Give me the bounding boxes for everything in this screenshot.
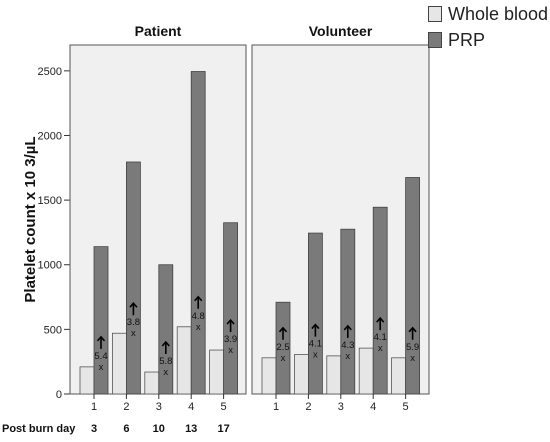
fold-x-label: x — [410, 353, 415, 364]
x-tick-label: 1 — [273, 401, 279, 413]
fold-increase-label: 4.8 — [192, 311, 205, 322]
panel-title: Patient — [135, 23, 182, 39]
post-burn-day-value: 6 — [123, 423, 129, 435]
fold-x-label: x — [228, 345, 233, 356]
x-tick-label: 1 — [91, 401, 97, 413]
bar-whole-blood — [391, 357, 407, 395]
fold-increase-label: 3.9 — [224, 334, 237, 345]
post-burn-day-value: 17 — [217, 423, 229, 435]
up-arrow-icon — [343, 324, 352, 338]
fold-increase-label: 5.4 — [94, 351, 107, 362]
fold-increase-label: 4.3 — [341, 340, 354, 351]
x-tick-label: 4 — [188, 401, 194, 413]
legend-item-whole-blood: Whole blood — [428, 2, 550, 26]
x-tick-label: 5 — [221, 401, 227, 413]
fold-x-label: x — [131, 328, 136, 339]
bar-whole-blood — [112, 332, 127, 395]
fold-increase-label: 3.8 — [127, 317, 140, 328]
bar-prp — [190, 71, 206, 395]
fold-x-label: x — [313, 350, 318, 361]
post-burn-day-value: 13 — [185, 423, 197, 435]
up-arrow-icon — [161, 340, 170, 355]
y-tick-label: 2500 — [38, 66, 62, 78]
up-arrow-icon — [311, 323, 320, 337]
bar-whole-blood — [326, 355, 342, 395]
bar-prp — [340, 228, 356, 395]
legend-label-whole-blood: Whole blood — [448, 3, 549, 24]
up-arrow-icon — [129, 302, 138, 316]
legend-item-prp: PRP — [428, 28, 550, 52]
fold-x-label: x — [163, 367, 168, 378]
up-arrow-icon — [408, 326, 417, 340]
fold-increase-label: 2.5 — [276, 342, 289, 353]
bar-prp — [405, 177, 421, 395]
bar-prp — [372, 206, 388, 395]
legend-label-prp: PRP — [448, 29, 486, 50]
panel-title: Volunteer — [309, 23, 373, 39]
up-arrow-icon — [278, 326, 288, 340]
x-tick-label: 3 — [156, 401, 162, 413]
y-tick-label: 1500 — [38, 195, 62, 207]
fold-x-label: x — [378, 343, 383, 354]
bar-whole-blood — [209, 349, 225, 395]
up-arrow-icon — [226, 318, 235, 333]
x-tick-label: 5 — [403, 401, 409, 413]
fold-x-label: x — [281, 353, 286, 364]
bar-whole-blood — [176, 326, 192, 395]
bar-whole-blood — [358, 347, 374, 395]
x-tick-label: 2 — [305, 401, 311, 413]
up-arrow-icon — [194, 295, 203, 309]
fold-increase-label: 5.8 — [159, 356, 172, 367]
x-tick-label: 3 — [338, 401, 344, 413]
legend-swatch-whole-blood — [428, 6, 442, 22]
fold-x-label: x — [196, 322, 201, 333]
x-tick-label: 4 — [370, 401, 376, 413]
bar-prp — [126, 161, 141, 395]
up-arrow-icon — [96, 335, 106, 349]
y-axis-label: Platelet count x 10 3/µL — [22, 136, 39, 302]
bar-prp — [223, 222, 239, 395]
y-tick-label: 1000 — [38, 260, 62, 272]
bar-whole-blood — [79, 366, 95, 395]
bar-whole-blood — [144, 371, 160, 395]
post-burn-day-value: 3 — [91, 423, 97, 435]
bar-whole-blood — [293, 354, 309, 395]
fold-x-label: x — [99, 362, 104, 373]
y-tick-label: 500 — [44, 324, 62, 336]
y-tick-label: 0 — [56, 389, 62, 401]
post-burn-day-label: Post burn day — [2, 423, 76, 435]
post-burn-day-value: 10 — [153, 423, 165, 435]
up-arrow-icon — [376, 316, 385, 331]
legend: Whole blood PRP — [428, 2, 550, 54]
bar-prp — [275, 301, 291, 395]
x-tick-label: 2 — [123, 401, 129, 413]
legend-swatch-prp — [428, 32, 442, 48]
fold-increase-label: 4.1 — [309, 339, 322, 350]
bar-whole-blood — [261, 357, 277, 395]
bar-prp — [307, 232, 323, 395]
fold-x-label: x — [345, 351, 350, 362]
fold-increase-label: 4.1 — [374, 332, 387, 343]
fold-increase-label: 5.9 — [406, 342, 419, 353]
y-tick-label: 2000 — [38, 130, 62, 142]
bar-prp — [158, 264, 174, 395]
bar-prp — [93, 246, 109, 395]
